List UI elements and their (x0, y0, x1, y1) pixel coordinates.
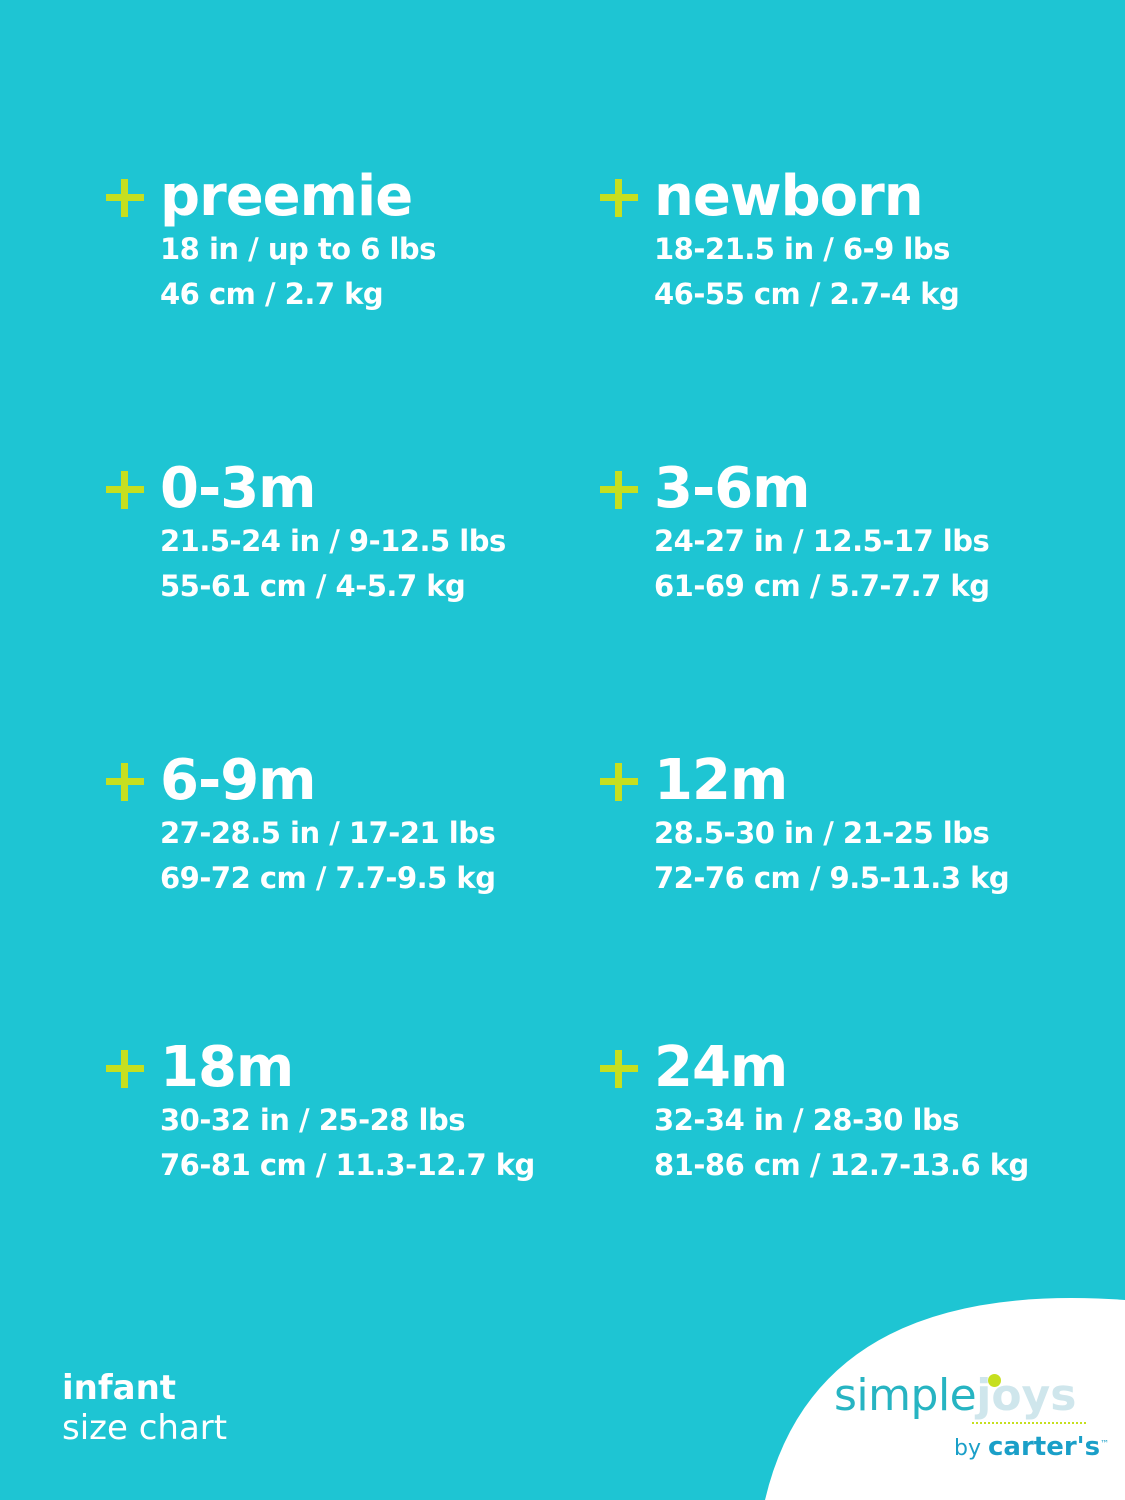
logo-carters: carter's (987, 1432, 1101, 1462)
plus-icon (106, 179, 144, 217)
size-name: 0-3m (160, 456, 317, 521)
size-name: 6-9m (160, 748, 317, 813)
plus-icon (600, 1050, 638, 1088)
size-imperial: 24-27 in / 12.5-17 lbs (654, 524, 990, 558)
size-metric: 46-55 cm / 2.7-4 kg (654, 277, 960, 311)
size-imperial: 18-21.5 in / 6-9 lbs (654, 232, 950, 266)
size-name: 3-6m (654, 456, 811, 521)
logo-dotted-line (972, 1422, 1086, 1424)
size-metric: 81-86 cm / 12.7-13.6 kg (654, 1148, 1029, 1182)
logo-by: by (954, 1436, 981, 1461)
size-imperial: 27-28.5 in / 17-21 lbs (160, 816, 496, 850)
plus-icon (106, 1050, 144, 1088)
logo-simple: simple (834, 1370, 977, 1421)
plus-icon (600, 179, 638, 217)
size-metric: 61-69 cm / 5.7-7.7 kg (654, 569, 990, 603)
size-imperial: 28.5-30 in / 21-25 lbs (654, 816, 990, 850)
plus-icon (106, 763, 144, 801)
size-imperial: 21.5-24 in / 9-12.5 lbs (160, 524, 506, 558)
logo-tm: ™ (1100, 1439, 1110, 1450)
size-name: newborn (654, 164, 924, 229)
simple-joys-logo: simple joys by carter's™ (834, 1370, 1109, 1462)
logo-dot-icon (988, 1374, 1002, 1387)
plus-icon (600, 763, 638, 801)
logo-circle (765, 1298, 1125, 1500)
size-metric: 72-76 cm / 9.5-11.3 kg (654, 861, 1010, 895)
size-metric: 76-81 cm / 11.3-12.7 kg (160, 1148, 535, 1182)
plus-icon (106, 471, 144, 509)
size-imperial: 32-34 in / 28-30 lbs (654, 1103, 960, 1137)
size-name: 18m (160, 1035, 294, 1100)
size-metric: 46 cm / 2.7 kg (160, 277, 384, 311)
plus-icon (600, 471, 638, 509)
chart-caption: infant size chart (62, 1368, 227, 1448)
size-imperial: 30-32 in / 25-28 lbs (160, 1103, 466, 1137)
logo-joys: joys (976, 1370, 1076, 1421)
size-metric: 55-61 cm / 4-5.7 kg (160, 569, 466, 603)
logo-by-carters: by carter's™ (954, 1432, 1109, 1462)
size-imperial: 18 in / up to 6 lbs (160, 232, 436, 266)
caption-size-chart: size chart (62, 1408, 228, 1448)
size-name: 24m (654, 1035, 788, 1100)
size-name: 12m (654, 748, 788, 813)
caption-infant: infant (62, 1368, 177, 1408)
size-name: preemie (160, 164, 413, 229)
size-metric: 69-72 cm / 7.7-9.5 kg (160, 861, 496, 895)
